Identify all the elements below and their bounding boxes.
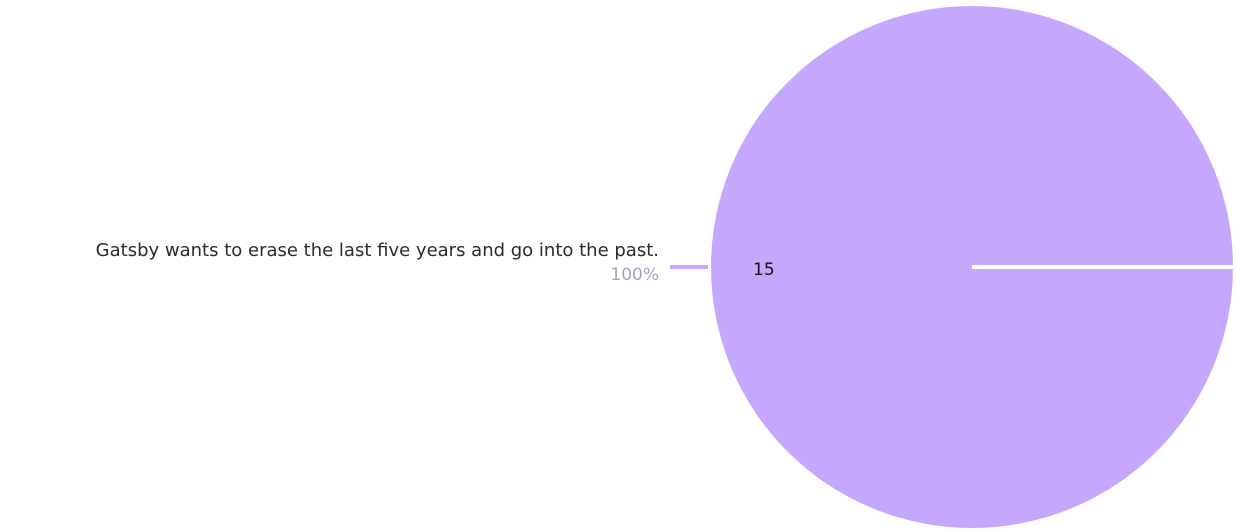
slice-percent-label: 100%: [610, 265, 659, 285]
slice-value-label: 15: [753, 260, 775, 280]
slice-label: Gatsby wants to erase the last five year…: [96, 240, 659, 261]
